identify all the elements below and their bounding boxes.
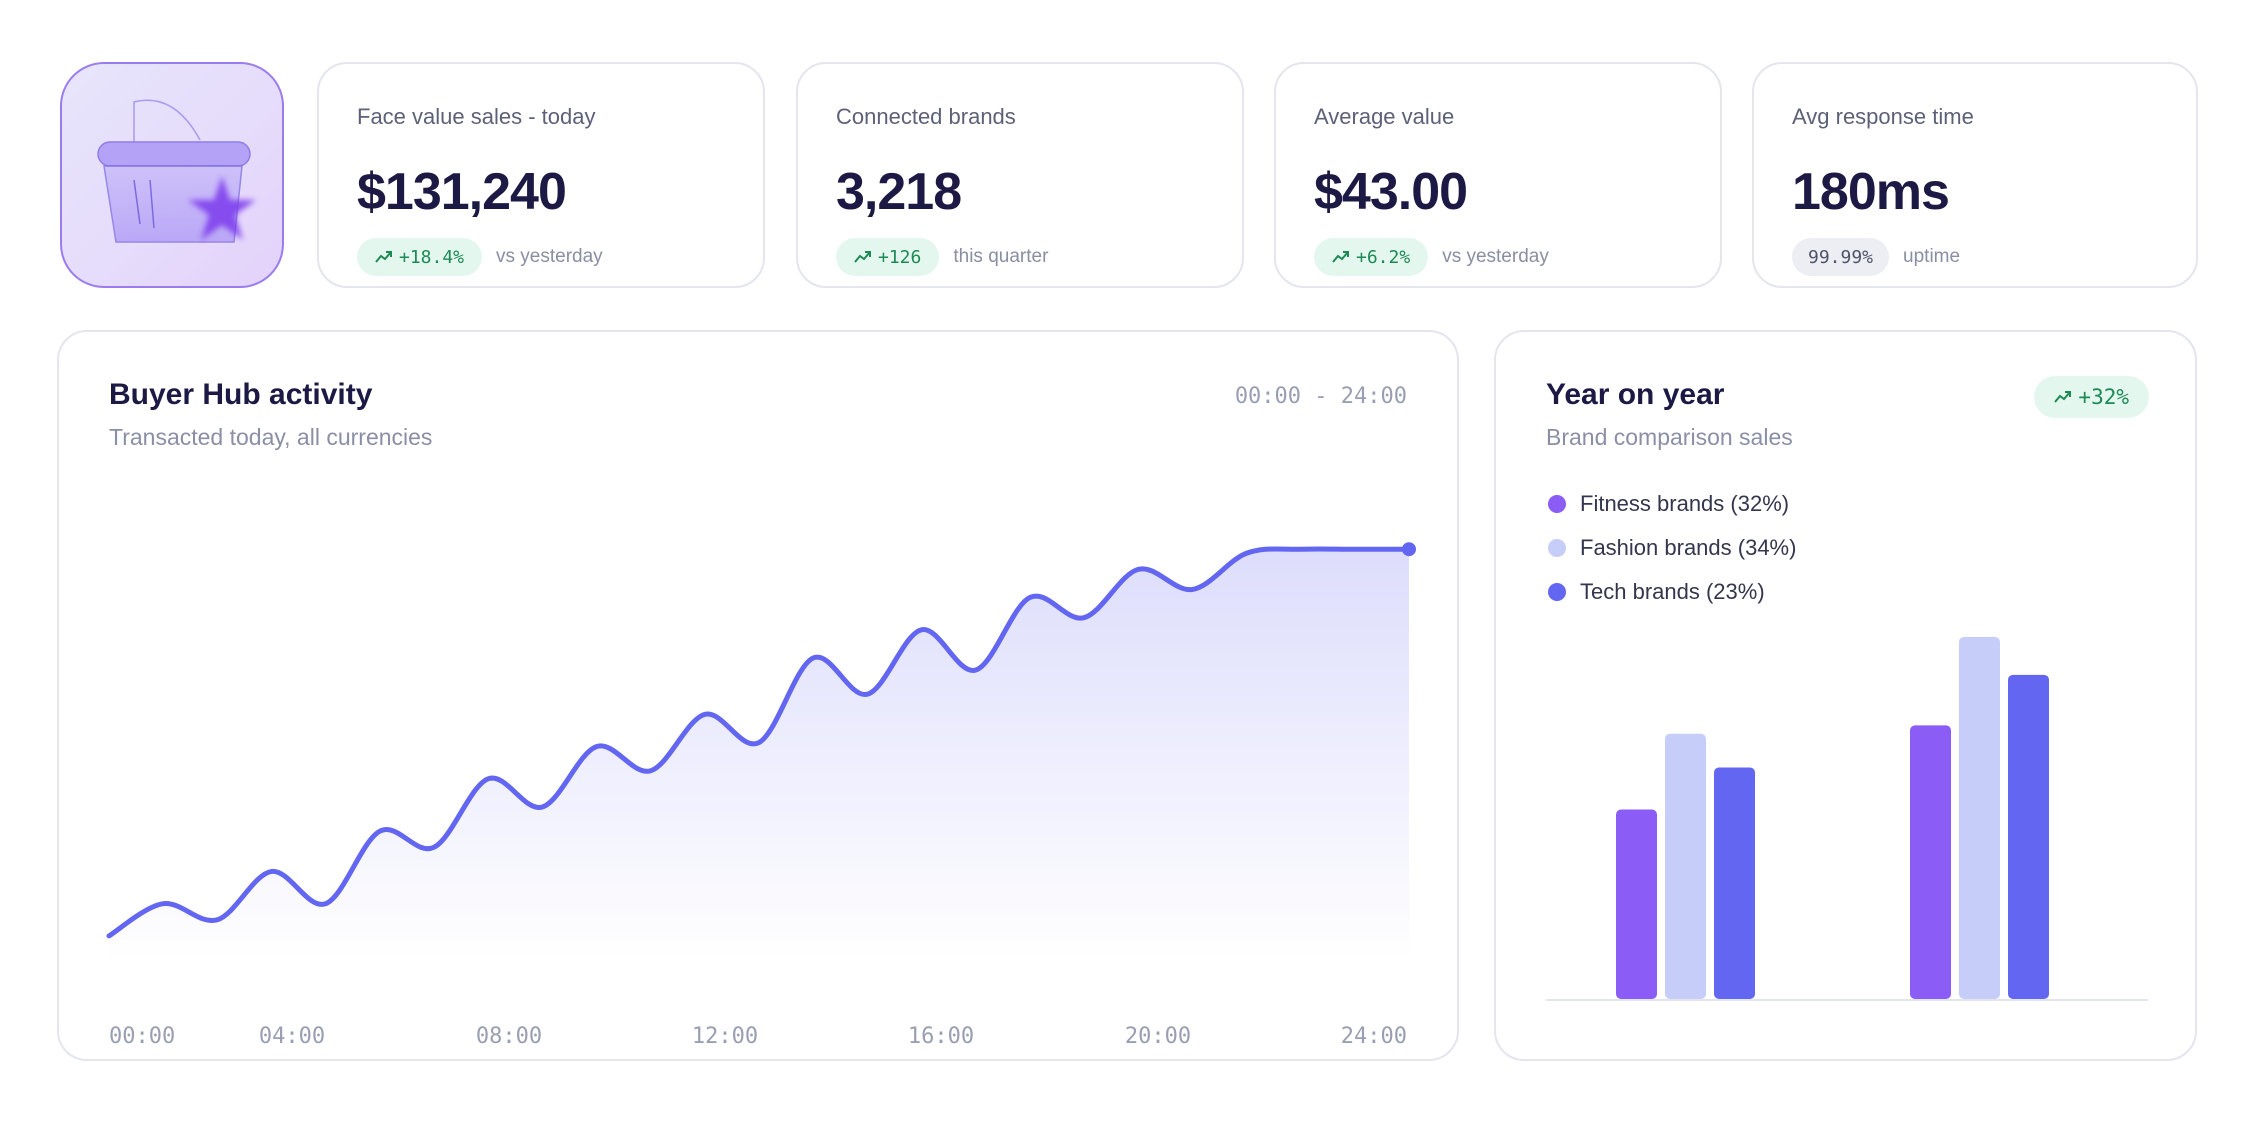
bar-0-1 <box>1910 725 1951 999</box>
delta-note: vs yesterday <box>496 246 603 267</box>
app-logo <box>60 62 284 288</box>
delta-badge: +6.2% <box>1314 238 1429 276</box>
x-tick-label: 00:00 <box>109 1024 176 1049</box>
stat-value: $131,240 <box>357 163 567 221</box>
legend-item: Fashion brands (34%) <box>1546 526 1796 570</box>
bar-1-0 <box>1665 733 1706 999</box>
bar-2-1 <box>2008 674 2049 999</box>
delta-value: +18.4% <box>399 246 465 268</box>
bar-0-0 <box>1616 809 1657 999</box>
stat-card-average: Average value $43.00 +6.2% vs yesterday <box>1274 62 1722 288</box>
bar-1-1 <box>1959 636 2000 999</box>
basket-star-icon <box>97 99 256 243</box>
legend-swatch <box>1548 495 1566 513</box>
bar-2-0 <box>1714 767 1755 999</box>
trend-up-icon <box>2054 391 2072 403</box>
x-tick-label: 04:00 <box>258 1024 326 1049</box>
legend-item: Fitness brands (32%) <box>1546 482 1796 526</box>
x-tick-label: 12:00 <box>691 1024 759 1049</box>
stat-card-response: Avg response time 180ms 99.99% uptime <box>1752 62 2198 288</box>
legend-swatch <box>1548 583 1566 601</box>
delta-value: +126 <box>878 246 922 268</box>
trend-up-icon <box>854 251 871 263</box>
stat-label: Connected brands <box>836 104 1016 129</box>
chart-legend: Fitness brands (32%) Fashion brands (34%… <box>1546 482 1796 614</box>
yoy-delta-badge: +32% <box>2034 376 2149 418</box>
series-end-point <box>1402 542 1416 557</box>
yoy-bar-chart <box>1546 636 2148 1001</box>
delta-badge: +126 <box>836 238 940 276</box>
x-tick-label: 08:00 <box>475 1024 543 1049</box>
legend-item: Tech brands (23%) <box>1546 570 1796 614</box>
legend-label: Tech brands (23%) <box>1580 579 1765 604</box>
stat-value: 180ms <box>1792 163 1950 221</box>
x-tick-label: 24:00 <box>1340 1024 1407 1049</box>
legend-label: Fitness brands (32%) <box>1580 491 1790 516</box>
stat-card-sales: Face value sales - today $131,240 +18.4%… <box>317 62 765 288</box>
trend-up-icon <box>375 251 392 263</box>
time-range-label: 00:00 - 24:00 <box>1234 384 1407 409</box>
panel-subtitle: Transacted today, all currencies <box>109 424 433 450</box>
stat-value: $43.00 <box>1314 163 1468 221</box>
stat-card-brands: Connected brands 3,218 +126 this quarter <box>796 62 1244 288</box>
legend-label: Fashion brands (34%) <box>1580 535 1797 560</box>
stat-label: Average value <box>1314 104 1455 129</box>
stat-label: Avg response time <box>1792 104 1974 129</box>
delta-badge: +18.4% <box>357 238 483 276</box>
x-tick-label: 20:00 <box>1124 1024 1192 1049</box>
stat-value: 3,218 <box>836 163 962 221</box>
yoy-panel: Year on year Brand comparison sales +32%… <box>1494 330 2197 1061</box>
delta-note: this quarter <box>953 246 1049 267</box>
yoy-delta-value: +32% <box>2078 385 2129 409</box>
trend-up-icon <box>1332 251 1349 263</box>
stat-label: Face value sales - today <box>357 104 596 129</box>
activity-panel: Buyer Hub activity Transacted today, all… <box>57 330 1459 1061</box>
area-fill <box>109 548 1409 962</box>
panel-title: Buyer Hub activity <box>109 378 373 411</box>
legend-swatch <box>1548 539 1566 557</box>
uptime-badge: 99.99% <box>1792 238 1890 276</box>
uptime-note: uptime <box>1903 246 1961 267</box>
panel-subtitle: Brand comparison sales <box>1546 424 1793 450</box>
activity-chart <box>106 542 1416 962</box>
x-tick-label: 16:00 <box>907 1024 975 1049</box>
delta-value: +6.2% <box>1356 246 1411 268</box>
delta-note: vs yesterday <box>1442 246 1549 267</box>
series-line <box>106 546 1412 939</box>
panel-title: Year on year <box>1546 378 1725 411</box>
uptime-value: 99.99% <box>1808 246 1874 268</box>
